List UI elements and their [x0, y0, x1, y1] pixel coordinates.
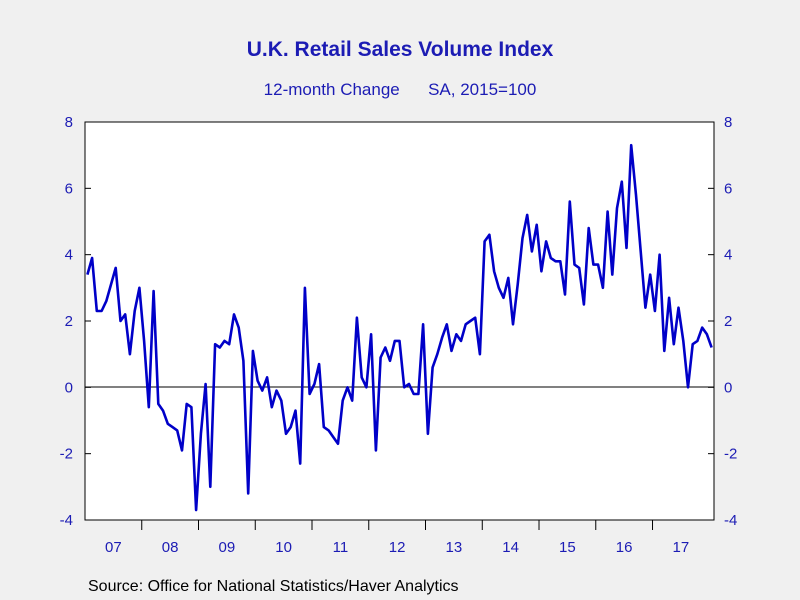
- y-tick-label-right: 6: [724, 180, 732, 197]
- x-tick-label: 14: [502, 539, 519, 556]
- x-tick-label: 07: [105, 539, 122, 556]
- y-tick-label-left: 4: [65, 247, 73, 264]
- y-tick-label-left: -4: [60, 512, 73, 529]
- y-tick-label-right: 2: [724, 313, 732, 330]
- y-tick-label-right: 4: [724, 247, 732, 264]
- y-axis: -4 -4 -2 -2 0 0 2 2 4 4 6 6 8 8: [60, 114, 738, 529]
- y-tick-label-right: -4: [724, 512, 737, 529]
- y-tick-label-left: 6: [65, 180, 73, 197]
- series-line: [86, 143, 713, 512]
- x-tick-label: 16: [616, 539, 633, 556]
- y-tick-label-left: 8: [65, 114, 73, 131]
- chart-title: U.K. Retail Sales Volume Index: [246, 38, 554, 61]
- chart-source: Source: Office for National Statistics/H…: [88, 578, 459, 595]
- chart-subtitle: 12-month Change SA, 2015=100: [263, 80, 537, 99]
- y-tick-label-right: 8: [724, 114, 732, 131]
- x-axis: 07 08 09 10 11 12 13 14 15 16 17: [105, 520, 689, 556]
- plot-area: [84, 121, 715, 521]
- x-tick-label: 11: [333, 539, 349, 556]
- y-tick-label-right: -2: [724, 446, 737, 463]
- x-tick-label: 17: [673, 539, 690, 556]
- x-tick-label: 09: [219, 539, 236, 556]
- x-tick-label: 13: [446, 539, 463, 556]
- x-tick-label: 12: [389, 539, 406, 556]
- y-tick-label-right: 0: [724, 379, 732, 396]
- y-tick-label-left: 0: [65, 379, 73, 396]
- x-tick-label: 08: [162, 539, 179, 556]
- y-tick-label-left: 2: [65, 313, 73, 330]
- x-tick-label: 10: [275, 539, 292, 556]
- y-tick-label-left: -2: [60, 446, 73, 463]
- x-tick-label: 15: [559, 539, 576, 556]
